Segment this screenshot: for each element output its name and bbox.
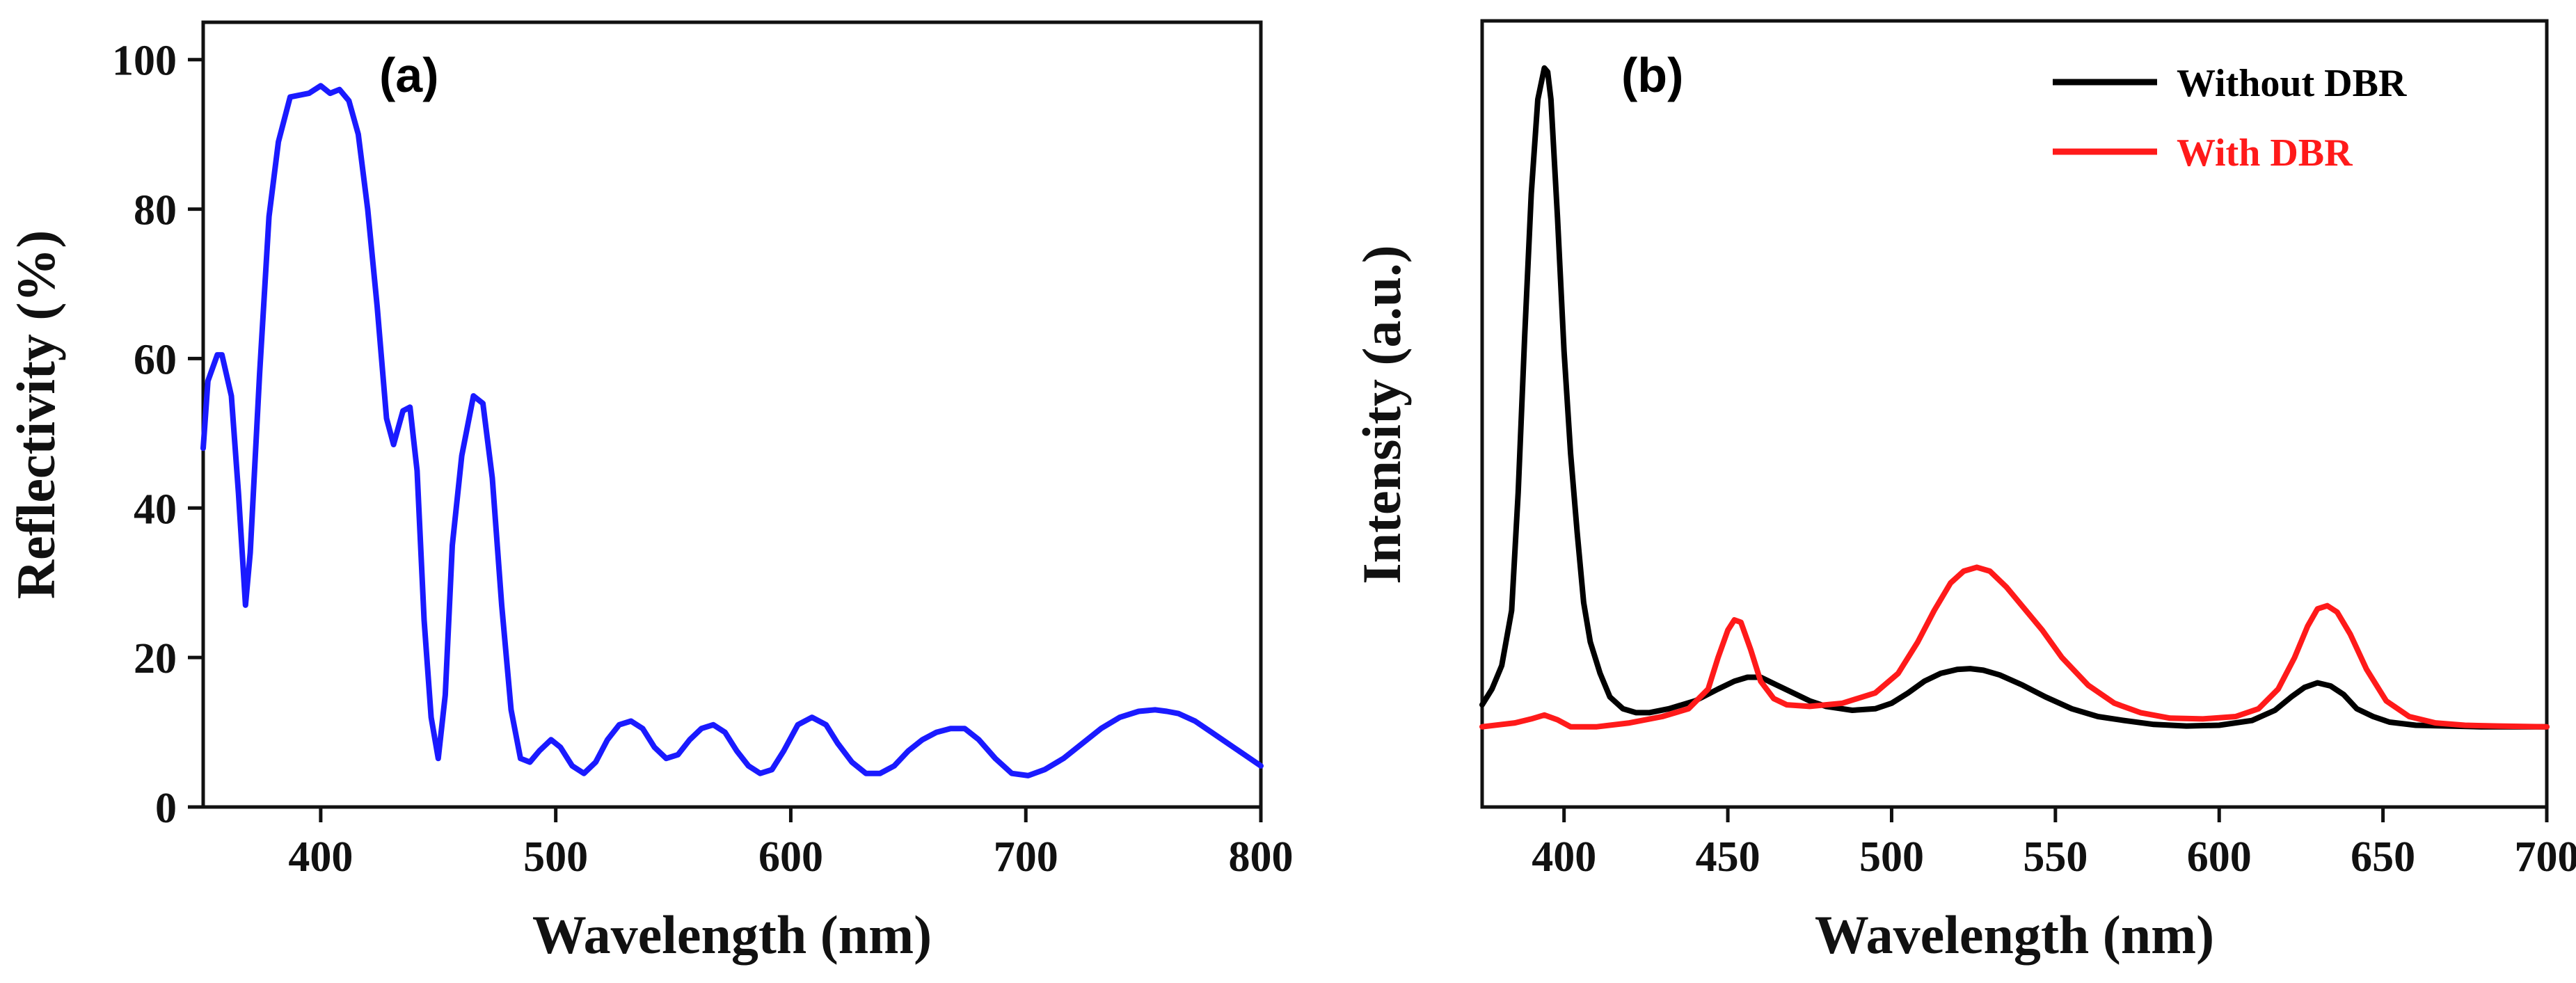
x-tick-label: 800 <box>1229 833 1294 881</box>
legend-label-without-dbr: Without DBR <box>2177 62 2407 105</box>
legend: Without DBR With DBR <box>2053 62 2407 175</box>
x-tick-label: 650 <box>2351 833 2415 881</box>
series-line-reflectivity <box>200 83 1264 778</box>
y-tick-label: 20 <box>134 635 177 682</box>
x-tick-label: 500 <box>1859 833 1924 881</box>
panel-a-ylabel: Reflectivity (%) <box>6 230 66 600</box>
series-line-without-dbr <box>1479 65 2550 730</box>
legend-label-with-dbr: With DBR <box>2177 131 2353 175</box>
x-tick-label: 600 <box>2187 833 2252 881</box>
x-tick-label: 500 <box>523 833 588 881</box>
x-tick-label: 600 <box>758 833 823 881</box>
y-tick-label: 0 <box>155 785 177 832</box>
panel-b-label: (b) <box>1621 48 1683 102</box>
panel-b-ylabel: Intensity (a.u.) <box>1351 245 1412 584</box>
x-tick-label: 450 <box>1696 833 1760 881</box>
x-tick-label: 400 <box>288 833 353 881</box>
panel-a-label: (a) <box>379 48 439 102</box>
x-tick-label: 550 <box>2023 833 2088 881</box>
y-tick-label: 60 <box>134 336 177 383</box>
panel-b-frame <box>1480 19 2549 809</box>
x-tick-label: 400 <box>1532 833 1596 881</box>
panel-b-xlabel: Wavelength (nm) <box>1815 904 2214 965</box>
panel-a-xlabel: Wavelength (nm) <box>532 904 932 965</box>
x-tick-label: 700 <box>2515 833 2576 881</box>
y-tick-label: 100 <box>112 38 177 85</box>
x-tick-label: 700 <box>994 833 1058 881</box>
series-line-with-dbr <box>1479 564 2550 730</box>
panel-a: 400 500 600 700 800 0 20 40 60 80 100 (a) Wavelen… <box>6 20 1294 965</box>
y-tick-label: 40 <box>134 486 177 533</box>
y-tick-label: 80 <box>134 187 177 234</box>
panel-b: 400 450 500 550 600 650 700 (b) Wavelength (nm… <box>1351 19 2576 965</box>
panel-a-frame <box>201 20 1263 809</box>
